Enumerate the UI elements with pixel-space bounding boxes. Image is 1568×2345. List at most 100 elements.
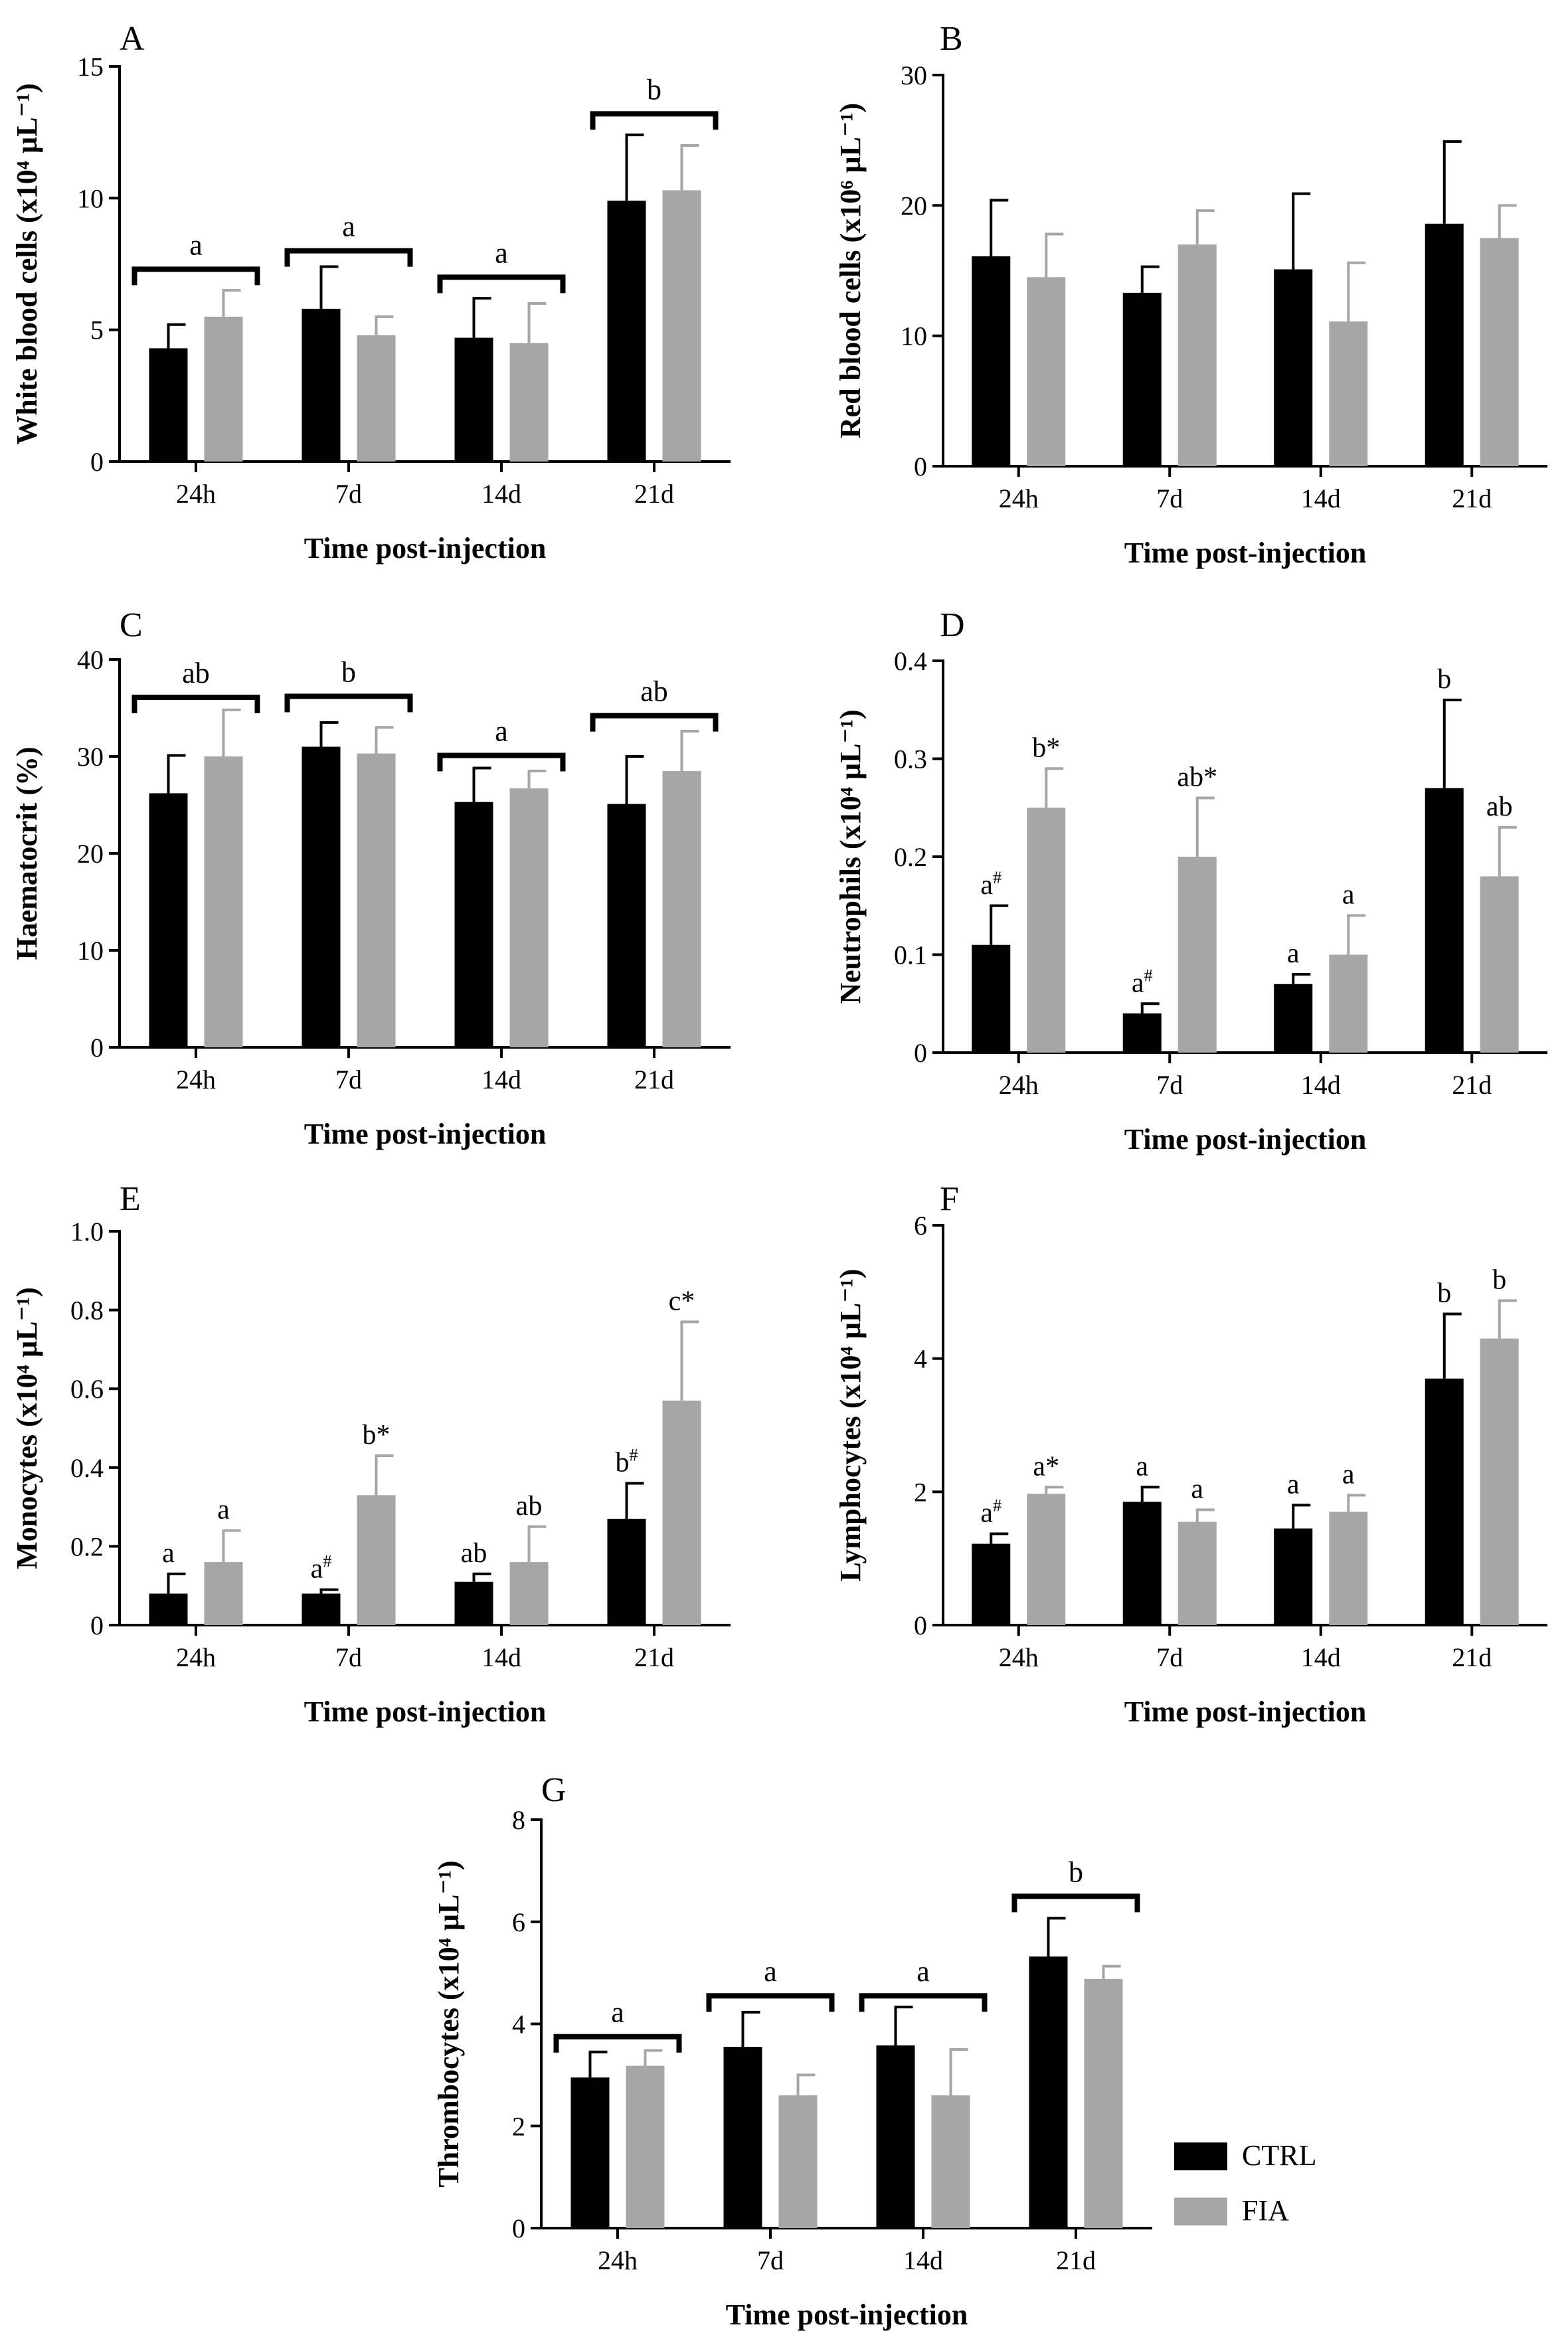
x-axis-title: Time post-injection (1124, 1123, 1367, 1156)
significance-label: a# (311, 1552, 332, 1585)
y-tick-label: 0 (914, 452, 927, 481)
significance-letter: a (1132, 968, 1144, 998)
y-tick-label: 10 (77, 936, 104, 966)
bar-fia (1329, 954, 1368, 1053)
y-tick-label: 0 (90, 1033, 104, 1063)
x-tick-label: 14d (1301, 1070, 1341, 1100)
y-tick-label: 30 (901, 60, 927, 90)
significance-marker: * (1203, 762, 1217, 793)
y-tick-label: 2 (914, 1477, 927, 1507)
group-significance-label: b (341, 655, 356, 688)
chart-panel-f: F 0 2 4 6 Lymphocytes (x10⁴ µL⁻¹) Time post-in… (834, 1180, 1547, 1728)
significance-label: a (1136, 1451, 1148, 1482)
y-tick-label: 10 (77, 183, 104, 213)
bar-ctrl (1274, 269, 1313, 466)
significance-marker: # (993, 868, 1002, 887)
bar-ctrl (149, 348, 188, 462)
bar-ctrl (607, 1518, 646, 1625)
x-tick-label: 7d (335, 1642, 362, 1672)
x-axis-title: Time post-injection (304, 1695, 547, 1728)
bar-ctrl (149, 793, 188, 1047)
y-tick-label: 1.0 (70, 1217, 104, 1247)
bar-fia (662, 770, 701, 1047)
significance-label: b (1492, 1264, 1506, 1295)
x-tick-label: 21d (634, 479, 674, 509)
x-tick-label: 7d (1156, 483, 1183, 513)
significance-label: b* (1032, 733, 1060, 763)
significance-letter: b (1032, 733, 1046, 763)
bar-fia (204, 316, 243, 462)
x-axis-title: Time post-injection (304, 1118, 547, 1150)
x-tick-label: 24h (999, 483, 1039, 513)
y-tick-label: 4 (512, 2010, 525, 2040)
y-tick-label: 0 (90, 1610, 104, 1640)
bar-fia (1027, 277, 1066, 466)
group-significance-label: a (189, 228, 203, 261)
bar-ctrl (1122, 292, 1162, 466)
bar-fia (1027, 808, 1066, 1053)
x-tick-label: 14d (481, 1065, 521, 1094)
bar-ctrl (454, 337, 493, 462)
group-bracket (131, 694, 260, 713)
chart-panel-e: E 0 0.2 0.4 0.6 0.8 1.0 Monocytes (x10⁴ µL⁻¹) Ti… (11, 1180, 731, 1728)
group-significance-label: a (916, 1955, 930, 1988)
x-tick-label: 24h (598, 2245, 638, 2275)
significance-label: a (1191, 1474, 1203, 1504)
significance-label: c* (669, 1286, 695, 1316)
y-tick-label: 0.8 (70, 1296, 104, 1326)
bar-ctrl (1425, 1378, 1464, 1625)
bar-fia (1480, 876, 1519, 1053)
significance-label: a (217, 1495, 230, 1525)
significance-letter: b (616, 1448, 630, 1478)
x-tick-label: 21d (1452, 483, 1492, 513)
significance-marker: * (1046, 733, 1060, 763)
significance-letter: ab (1486, 792, 1513, 822)
y-axis-title: Haematocrit (%) (11, 746, 43, 960)
y-tick-label: 0.2 (894, 842, 927, 872)
significance-label: a# (1132, 966, 1153, 998)
y-tick-label: 0 (914, 1038, 927, 1068)
y-tick-label: 0.3 (894, 744, 927, 774)
significance-marker: # (993, 1496, 1002, 1516)
y-tick-label: 40 (77, 645, 104, 675)
significance-marker: # (1144, 966, 1153, 985)
significance-label: a (1342, 880, 1355, 911)
significance-letter: a (162, 1538, 175, 1569)
bar-fia (509, 1562, 549, 1625)
bar-fia (357, 335, 396, 462)
legend-label-ctrl: CTRL (1242, 2139, 1316, 2172)
significance-letter: a (980, 870, 993, 901)
bar-ctrl (972, 1543, 1011, 1625)
significance-label: b (1437, 1278, 1451, 1308)
bar-fia (1177, 857, 1217, 1053)
x-tick-label: 24h (999, 1070, 1039, 1100)
significance-letter: b (1492, 1264, 1506, 1295)
bar-fia (357, 753, 396, 1047)
x-axis-title: Time post-injection (1124, 537, 1367, 569)
bar-fia (204, 756, 243, 1047)
bar-ctrl (1425, 223, 1464, 466)
significance-label: a# (980, 868, 1002, 901)
y-axis-title: Lymphocytes (x10⁴ µL⁻¹) (834, 1269, 867, 1582)
group-significance-label: a (495, 715, 508, 748)
y-axis-title: Neutrophils (x10⁴ µL⁻¹) (834, 709, 867, 1003)
bar-fia (626, 2065, 665, 2228)
significance-label: a (1342, 1459, 1355, 1490)
bar-fia (1177, 244, 1217, 466)
group-significance-label: a (764, 1955, 777, 1988)
y-tick-label: 30 (77, 742, 104, 772)
y-tick-label: 2 (512, 2111, 525, 2141)
panel-label: C (120, 606, 143, 644)
bar-ctrl (1122, 1013, 1162, 1053)
bar-fia (778, 2095, 818, 2228)
significance-letter: a (1342, 1459, 1355, 1490)
legend-swatch-ctrl (1174, 2142, 1227, 2170)
x-tick-label: 21d (1452, 1070, 1492, 1100)
bar-ctrl (1425, 788, 1464, 1053)
x-tick-label: 24h (999, 1642, 1039, 1672)
significance-marker: # (630, 1446, 638, 1465)
group-bracket (859, 1993, 988, 2012)
bar-fia (1329, 1512, 1368, 1625)
bar-ctrl (570, 2077, 610, 2228)
